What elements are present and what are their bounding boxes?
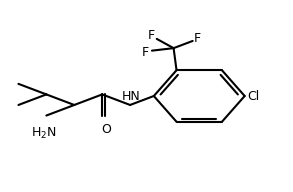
Text: F: F	[148, 29, 155, 42]
Text: F: F	[193, 31, 201, 45]
Text: Cl: Cl	[248, 89, 260, 103]
Text: F: F	[141, 46, 149, 59]
Text: H$_2$N: H$_2$N	[31, 126, 56, 141]
Text: O: O	[102, 123, 112, 136]
Text: HN: HN	[122, 90, 141, 103]
